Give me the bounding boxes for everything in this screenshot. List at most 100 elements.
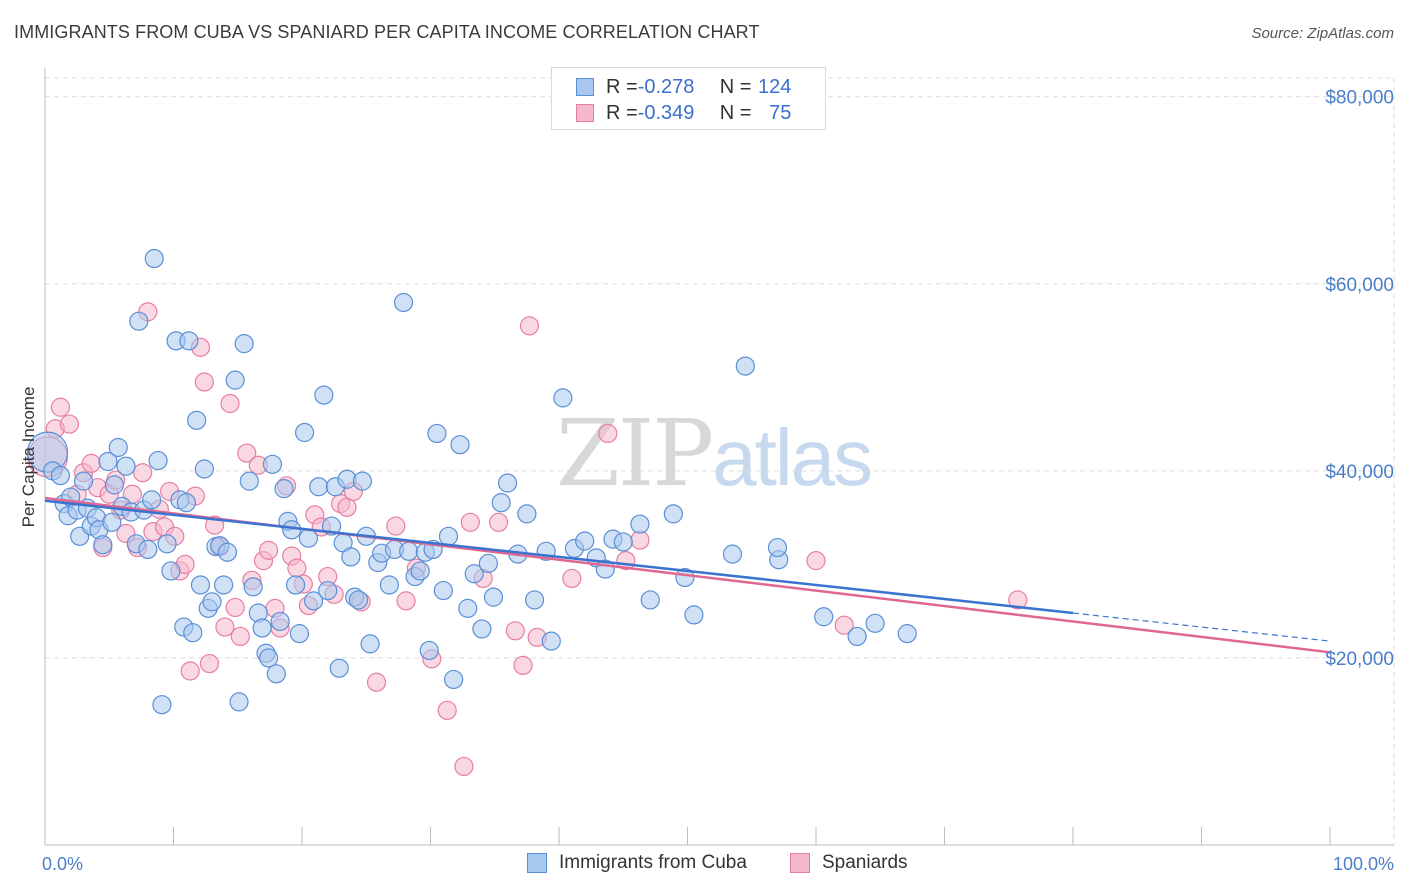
cuba-point <box>517 504 537 524</box>
cuba-point <box>252 618 272 638</box>
cuba-point <box>282 520 302 540</box>
legend-n-value: 75 <box>769 101 792 124</box>
spaniards-point <box>220 393 240 414</box>
correlation-legend: R = -0.278 N = 124 R = -0.349 N = 75 <box>551 67 826 130</box>
spaniards-point <box>1008 590 1028 610</box>
bottom-legend-label-spaniards: Spaniards <box>822 852 908 873</box>
cuba-point <box>266 664 286 684</box>
spaniards-point <box>460 512 480 532</box>
spaniards-point <box>366 672 387 692</box>
cuba-point <box>458 598 478 618</box>
cuba-points <box>26 248 917 715</box>
cuba-point <box>274 479 294 499</box>
legend-row-spaniards: R = -0.349 N = 75 <box>576 101 791 125</box>
legend-n-value: 124 <box>758 75 792 98</box>
cuba-point <box>138 539 158 560</box>
cuba-point <box>152 695 172 715</box>
cuba-point <box>309 477 329 497</box>
cuba-point <box>735 356 755 376</box>
cuba-point <box>348 590 369 610</box>
cuba-point <box>194 459 214 479</box>
cuba-point <box>157 534 177 554</box>
cuba-point <box>767 537 788 558</box>
legend-row-cuba: R = -0.278 N = 124 <box>576 75 791 99</box>
cuba-point <box>427 423 447 444</box>
cuba-point <box>419 640 439 661</box>
cuba-point <box>217 542 238 562</box>
bottom-legend-label-cuba: Immigrants from Cuba <box>559 852 747 873</box>
cuba-point <box>98 451 118 472</box>
spaniards-point <box>505 621 525 641</box>
cuba-point <box>116 456 136 476</box>
spaniards-point <box>180 661 200 681</box>
spaniards-point <box>230 626 250 647</box>
legend-r-value: -0.278 <box>637 75 695 98</box>
cuba-point <box>318 580 338 601</box>
spaniards-point <box>50 397 71 417</box>
cuba-point <box>234 334 254 354</box>
spaniards-point <box>337 497 357 517</box>
cuba-point <box>142 490 162 510</box>
axis-labels: $20,000 $40,000 $60,000 $80,000 0.0% 100.0% Pe… <box>19 88 1394 874</box>
cuba-point <box>258 648 279 668</box>
spaniards-point <box>598 423 618 444</box>
cuba-point <box>524 590 545 610</box>
spaniards-point <box>215 617 235 637</box>
cuba-point <box>553 388 573 408</box>
spaniards-point <box>199 653 220 674</box>
cuba-point <box>239 471 259 491</box>
chart-title: IMMIGRANTS FROM CUBA VS SPANIARD PER CAP… <box>14 22 760 42</box>
bottom-legend-spaniards: Spaniards <box>790 852 908 874</box>
cuba-point <box>483 587 504 607</box>
spaniards-point <box>237 443 257 463</box>
cuba-point <box>289 624 310 644</box>
y-tick-label: $20,000 <box>1325 649 1394 670</box>
y-axis-label: Per Capita Income <box>19 387 38 528</box>
cuba-point <box>314 385 334 405</box>
cuba-point <box>897 624 917 644</box>
cuba-point <box>722 544 743 564</box>
cuba-point <box>814 607 834 627</box>
cuba-point <box>243 577 263 597</box>
cuba-point <box>104 475 124 495</box>
cuba-point <box>179 331 199 351</box>
cuba-point <box>472 619 492 639</box>
cuba-point <box>341 547 361 567</box>
legend-r-label: R = <box>606 75 638 98</box>
watermark-zip: ZIP <box>556 400 714 507</box>
cuba-point <box>630 514 650 534</box>
bottom-legend-swatch-cuba <box>527 853 547 873</box>
spaniards-point <box>489 512 509 532</box>
cuba-point <box>229 692 249 712</box>
spaniards-point <box>225 597 245 618</box>
cuba-point <box>183 623 203 643</box>
cuba-trend-extension <box>1072 612 1331 642</box>
cuba-point <box>399 541 419 561</box>
cuba-point <box>102 512 122 532</box>
cuba-point <box>303 591 324 611</box>
spaniards-point <box>194 372 214 392</box>
legend-swatch-cuba <box>576 78 594 96</box>
spaniards-point <box>81 453 101 473</box>
spaniards-point <box>258 540 279 560</box>
legend-r-label: R = <box>606 101 638 124</box>
source-credit: Source: ZipAtlas.com <box>1251 25 1394 42</box>
cuba-point <box>684 605 704 625</box>
cuba-point <box>262 454 283 474</box>
cuba-point <box>214 575 234 595</box>
spaniards-point <box>806 551 826 571</box>
spaniards-point <box>562 568 582 589</box>
spaniards-point <box>437 700 457 720</box>
spaniards-point <box>396 591 416 611</box>
cuba-point <box>50 465 71 486</box>
cuba-point <box>847 626 867 647</box>
cuba-point <box>433 580 453 601</box>
cuba-point <box>865 613 885 633</box>
cuba-point <box>663 504 683 524</box>
spaniards-point <box>454 756 474 777</box>
cuba-point <box>129 311 149 331</box>
spaniards-points <box>26 302 1028 777</box>
trend-lines <box>44 496 1331 654</box>
watermark-atlas: atlas <box>712 413 873 502</box>
